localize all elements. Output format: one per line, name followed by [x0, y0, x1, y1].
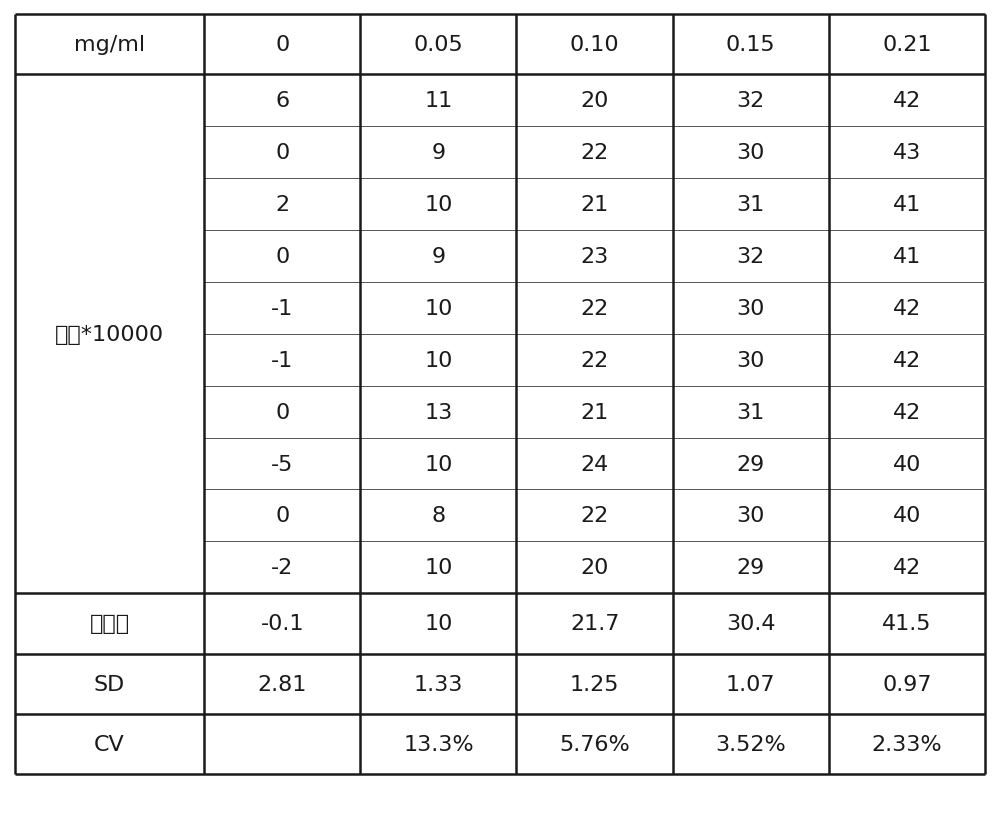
- Text: 10: 10: [424, 350, 453, 370]
- Text: CV: CV: [94, 734, 125, 754]
- Text: 6: 6: [275, 91, 289, 111]
- Text: 10: 10: [424, 298, 453, 319]
- Text: 0: 0: [275, 402, 289, 422]
- Text: 2.33%: 2.33%: [872, 734, 942, 754]
- Text: 0: 0: [275, 506, 289, 526]
- Text: -1: -1: [271, 298, 293, 319]
- Text: 29: 29: [737, 558, 765, 578]
- Text: 10: 10: [424, 195, 453, 215]
- Text: 23: 23: [580, 247, 609, 267]
- Text: 8: 8: [431, 506, 445, 526]
- Text: 1.33: 1.33: [414, 674, 463, 694]
- Text: 0: 0: [275, 143, 289, 163]
- Text: 40: 40: [893, 454, 921, 474]
- Text: -1: -1: [271, 350, 293, 370]
- Text: 0: 0: [275, 247, 289, 267]
- Text: 31: 31: [737, 402, 765, 422]
- Text: 2: 2: [275, 195, 289, 215]
- Text: 43: 43: [893, 143, 921, 163]
- Text: -2: -2: [271, 558, 293, 578]
- Text: 30.4: 30.4: [726, 614, 775, 634]
- Text: 5.76%: 5.76%: [559, 734, 630, 754]
- Text: 1.25: 1.25: [570, 674, 619, 694]
- Text: 0.15: 0.15: [726, 35, 776, 55]
- Text: 42: 42: [893, 91, 921, 111]
- Text: 平均值: 平均值: [90, 614, 130, 634]
- Text: 22: 22: [580, 298, 609, 319]
- Text: 41: 41: [893, 247, 921, 267]
- Text: 9: 9: [431, 143, 445, 163]
- Text: 0.97: 0.97: [882, 674, 932, 694]
- Text: 30: 30: [737, 350, 765, 370]
- Text: 21: 21: [580, 402, 609, 422]
- Text: SD: SD: [94, 674, 125, 694]
- Text: 13: 13: [424, 402, 453, 422]
- Text: 31: 31: [737, 195, 765, 215]
- Text: 42: 42: [893, 402, 921, 422]
- Text: 41.5: 41.5: [882, 614, 932, 634]
- Text: 0.05: 0.05: [414, 35, 463, 55]
- Text: 21.7: 21.7: [570, 614, 619, 634]
- Text: 1.07: 1.07: [726, 674, 775, 694]
- Text: 32: 32: [737, 247, 765, 267]
- Text: 2.81: 2.81: [258, 674, 307, 694]
- Text: 30: 30: [737, 298, 765, 319]
- Text: 40: 40: [893, 506, 921, 526]
- Text: -0.1: -0.1: [260, 614, 304, 634]
- Text: 24: 24: [580, 454, 609, 474]
- Text: 41: 41: [893, 195, 921, 215]
- Text: 29: 29: [737, 454, 765, 474]
- Text: 13.3%: 13.3%: [403, 734, 474, 754]
- Text: 9: 9: [431, 247, 445, 267]
- Text: 30: 30: [737, 143, 765, 163]
- Text: 42: 42: [893, 558, 921, 578]
- Text: 21: 21: [580, 195, 609, 215]
- Text: 32: 32: [737, 91, 765, 111]
- Text: 测值*10000: 测值*10000: [55, 324, 164, 344]
- Text: -5: -5: [271, 454, 293, 474]
- Text: 11: 11: [424, 91, 453, 111]
- Text: 10: 10: [424, 614, 453, 634]
- Text: 42: 42: [893, 350, 921, 370]
- Text: 10: 10: [424, 558, 453, 578]
- Text: 0.21: 0.21: [882, 35, 932, 55]
- Text: 10: 10: [424, 454, 453, 474]
- Text: 0.10: 0.10: [570, 35, 619, 55]
- Text: 22: 22: [580, 350, 609, 370]
- Text: 22: 22: [580, 506, 609, 526]
- Text: 30: 30: [737, 506, 765, 526]
- Text: 0: 0: [275, 35, 289, 55]
- Text: mg/ml: mg/ml: [74, 35, 145, 55]
- Text: 20: 20: [580, 91, 609, 111]
- Text: 3.52%: 3.52%: [715, 734, 786, 754]
- Text: 20: 20: [580, 558, 609, 578]
- Text: 42: 42: [893, 298, 921, 319]
- Text: 22: 22: [580, 143, 609, 163]
